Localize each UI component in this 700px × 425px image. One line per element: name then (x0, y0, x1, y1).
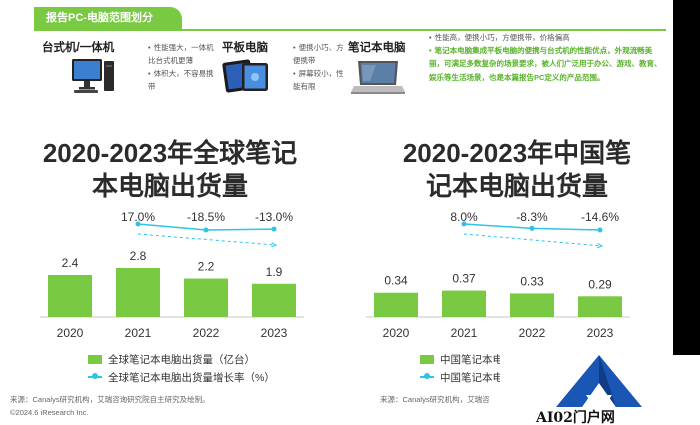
desktop-bullet: 体积大，不容易携带 (148, 67, 214, 93)
bar-value-label: 2.4 (62, 256, 79, 270)
global-shipments-chart: 2.4 2020 2.8 2021 2.2 2022 1.9 2023 17.0% -18.5% -… (40, 210, 304, 340)
growth-label: -14.6% (581, 210, 619, 224)
category-name-tablet: 平板电脑 (222, 42, 268, 54)
bar-2023 (252, 283, 296, 317)
growth-point (597, 227, 603, 233)
trend-arrow-head (271, 242, 278, 248)
growth-label: -18.5% (187, 210, 225, 224)
china-chart-title-line: 记本电脑出货量 (425, 171, 608, 201)
laptop-description: 性能高，便携小巧，方便携带，价格偏高 笔记本电脑集成平板电脑的便携与台式机的性能… (429, 31, 666, 84)
bar-2022 (510, 293, 554, 317)
bar-value-label: 2.2 (198, 260, 215, 274)
global-chart-title-line: 2020-2023年全球笔记 (42, 138, 298, 168)
bar-2023 (578, 296, 622, 317)
x-tick-label: 2021 (451, 326, 478, 340)
bar-2022 (184, 278, 228, 317)
tablet-bullets: 便携小巧、方便携带 屏幕较小，性能有限 (293, 41, 345, 93)
bar-value-label: 0.34 (384, 274, 408, 288)
category-strip: 台式机/一体机 性能强大，一体机比台式机更薄 体积大，不容易携带 平板电脑 (34, 31, 666, 105)
report-card: 报告PC-电脑范围划分 台式机/一体机 性能强大，一体机比台式机更薄 体积大，不… (0, 0, 673, 425)
tablet-bullet: 便携小巧、方便携带 (293, 41, 345, 67)
x-tick-label: 2023 (261, 326, 288, 340)
china-chart-title-line: 2020-2023年中国笔 (402, 138, 632, 168)
bar-value-label: 0.37 (452, 272, 476, 286)
bar-2020 (374, 292, 418, 317)
china-shipments-chart: 0.34 2020 0.37 2021 0.33 2022 0.29 2023 8.0% -8.3… (366, 210, 630, 340)
laptop-highlight: 笔记本电脑集成平板电脑的便携与台式机的性能优点，外观流畅美丽，可满足多数复杂的场… (429, 44, 666, 84)
china-chart-legend: 中国笔记本电 中国笔记本电 (420, 350, 503, 386)
legend-label: 全球笔记本电脑出货量增长率（%） (108, 371, 275, 384)
legend-label: 全球笔记本电脑出货量（亿台） (108, 353, 255, 366)
bar-value-label: 0.29 (588, 277, 612, 291)
growth-point (271, 226, 277, 232)
x-tick-label: 2021 (125, 326, 152, 340)
laptop-bullet: 性能高，便携小巧，方便携带，价格偏高 (429, 31, 666, 44)
growth-point (461, 221, 467, 227)
x-tick-label: 2020 (383, 326, 410, 340)
source-note: 来源：Canalys研究机构，艾瑞咨询研究院自主研究及绘制。 (10, 395, 210, 404)
legend-item-bar: 全球笔记本电脑出货量（亿台） (88, 350, 275, 368)
x-tick-label: 2023 (587, 326, 614, 340)
legend-line-swatch (420, 373, 434, 379)
global-chart-title: 2020-2023年全球笔记 本电脑出货量 (20, 137, 320, 203)
laptop-icon (351, 61, 405, 94)
watermark-logo: AI02门户网 (500, 355, 700, 425)
category-name-laptop: 笔记本电脑 (348, 42, 406, 54)
watermark-a-icon (556, 355, 642, 407)
desktop-bullet: 性能强大，一体机比台式机更薄 (148, 41, 214, 67)
bar-value-label: 1.9 (266, 265, 283, 279)
legend-line-swatch (88, 373, 102, 379)
trend-arrow-head (597, 243, 604, 249)
bar-2021 (116, 268, 160, 317)
legend-label: 中国笔记本电 (440, 353, 503, 366)
section-banner: 报告PC-电脑范围划分 (34, 7, 182, 29)
source-note-right: 来源：Canalys研究机构，艾瑞咨 (380, 395, 490, 404)
trend-arrow (463, 233, 603, 247)
growth-label: 17.0% (121, 210, 155, 224)
trend-arrow (137, 233, 277, 246)
legend-item-line: 中国笔记本电 (420, 368, 503, 386)
category-name-desktop: 台式机/一体机 (42, 42, 115, 54)
bar-value-label: 0.33 (520, 274, 544, 288)
banner-rule (34, 29, 666, 31)
legend-bar-swatch (88, 354, 102, 364)
growth-label: 8.0% (450, 210, 478, 224)
global-chart-title-line: 本电脑出货量 (91, 171, 248, 201)
desktop-bullets: 性能强大，一体机比台式机更薄 体积大，不容易携带 (148, 41, 214, 93)
x-tick-label: 2020 (57, 326, 84, 340)
legend-bar-swatch (420, 354, 434, 364)
watermark-text: AI02门户网 (536, 410, 615, 425)
growth-point (203, 227, 209, 233)
bar-2020 (48, 275, 92, 317)
desktop-computer-icon (72, 59, 114, 93)
tablet-bullet: 屏幕较小，性能有限 (293, 67, 345, 93)
legend-item-line: 全球笔记本电脑出货量增长率（%） (88, 368, 275, 386)
growth-point (135, 221, 141, 227)
growth-label: -8.3% (516, 210, 548, 224)
bar-2021 (442, 290, 486, 317)
x-tick-label: 2022 (193, 326, 220, 340)
tablet-icon (222, 59, 268, 93)
bar-value-label: 2.8 (130, 249, 147, 263)
global-chart-legend: 全球笔记本电脑出货量（亿台） 全球笔记本电脑出货量增长率（%） (88, 350, 275, 386)
growth-label: -13.0% (255, 210, 293, 224)
legend-label: 中国笔记本电 (440, 371, 503, 384)
x-tick-label: 2022 (519, 326, 546, 340)
legend-item-bar: 中国笔记本电 (420, 350, 503, 368)
growth-point (529, 225, 535, 231)
copyright: ©2024.6 iResearch Inc. (10, 408, 89, 417)
china-chart-title: 2020-2023年中国笔 记本电脑出货量 (372, 137, 662, 203)
